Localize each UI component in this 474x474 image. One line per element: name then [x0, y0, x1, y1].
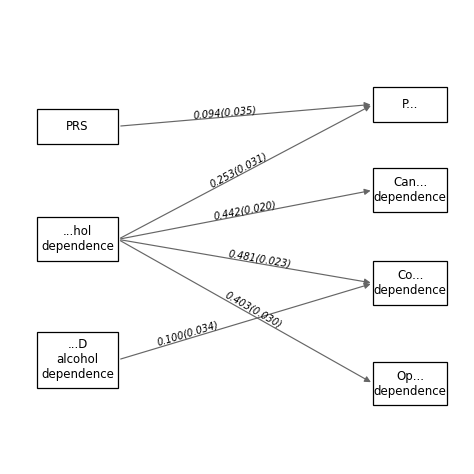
Text: 0.094(0.035): 0.094(0.035)	[192, 105, 257, 120]
Text: Can...
dependence: Can... dependence	[374, 176, 447, 204]
FancyBboxPatch shape	[374, 362, 447, 405]
Text: 0.481(0.023): 0.481(0.023)	[227, 248, 292, 269]
Text: P...: P...	[402, 98, 418, 111]
FancyBboxPatch shape	[37, 331, 118, 388]
Text: PRS: PRS	[66, 120, 89, 133]
FancyBboxPatch shape	[374, 168, 447, 212]
Text: Co...
dependence: Co... dependence	[374, 269, 447, 297]
Text: ...hol
dependence: ...hol dependence	[41, 225, 114, 254]
FancyBboxPatch shape	[374, 87, 447, 122]
Text: 0.442(0.020): 0.442(0.020)	[212, 199, 277, 221]
FancyBboxPatch shape	[374, 261, 447, 305]
Text: 0.253(0.031): 0.253(0.031)	[208, 151, 269, 190]
FancyBboxPatch shape	[37, 109, 118, 144]
Text: Op...
dependence: Op... dependence	[374, 370, 447, 398]
Text: 0.100(0.034): 0.100(0.034)	[156, 320, 220, 348]
FancyBboxPatch shape	[37, 218, 118, 261]
Text: 0.403(0.030): 0.403(0.030)	[223, 290, 283, 330]
Text: ...D
alcohol
dependence: ...D alcohol dependence	[41, 338, 114, 381]
